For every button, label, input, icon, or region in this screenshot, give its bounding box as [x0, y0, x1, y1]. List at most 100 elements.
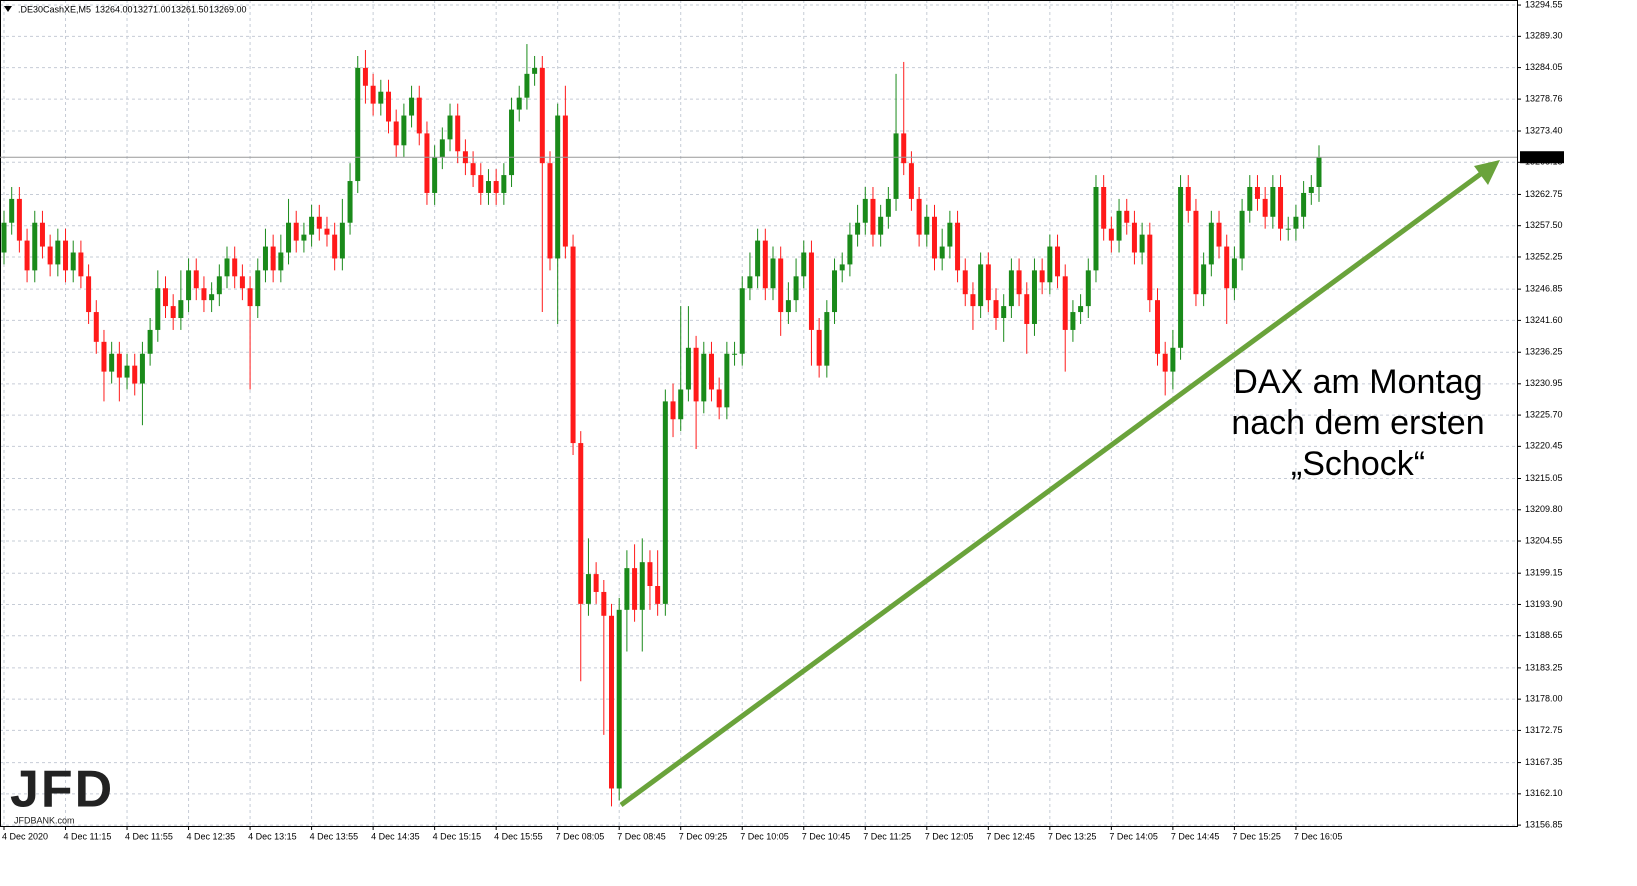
- body: [609, 615, 615, 789]
- body: [655, 586, 661, 604]
- body: [670, 401, 676, 420]
- body: [855, 222, 861, 235]
- body: [578, 443, 584, 604]
- body: [9, 198, 15, 223]
- body: [824, 312, 830, 366]
- body: [178, 300, 184, 319]
- ohlc-label: 13269.00: [209, 4, 247, 14]
- body: [78, 252, 84, 277]
- body: [1139, 234, 1145, 253]
- body: [224, 258, 230, 277]
- x-tick-label: 4 Dec 13:15: [248, 831, 297, 841]
- annotation: „Schock“: [1291, 445, 1425, 483]
- body: [1201, 264, 1207, 295]
- body: [978, 264, 984, 307]
- body: [1185, 186, 1191, 211]
- arrow-head: [1474, 160, 1500, 185]
- body: [55, 240, 61, 265]
- body: [662, 401, 668, 604]
- y-tick-label: 13162.10: [1525, 788, 1563, 798]
- body: [86, 276, 92, 313]
- body: [1301, 192, 1307, 217]
- ohlc-label: 13271.00: [133, 4, 171, 14]
- body: [793, 276, 799, 301]
- body: [1031, 270, 1037, 324]
- x-tick-label: 4 Dec 15:15: [433, 831, 482, 841]
- body: [286, 222, 292, 253]
- body: [116, 353, 122, 378]
- body: [209, 294, 215, 301]
- body: [732, 353, 738, 355]
- y-tick-label: 13246.85: [1525, 284, 1563, 294]
- body: [1131, 222, 1137, 253]
- body: [755, 240, 761, 277]
- body: [347, 181, 353, 223]
- y-tick-label: 13236.25: [1525, 347, 1563, 357]
- body: [186, 270, 192, 301]
- x-tick-label: 7 Dec 13:25: [1048, 831, 1097, 841]
- body: [132, 365, 138, 384]
- body: [1108, 228, 1114, 241]
- body: [647, 562, 653, 587]
- x-tick-label: 7 Dec 08:05: [556, 831, 605, 841]
- y-tick-label: 13178.00: [1525, 694, 1563, 704]
- body: [908, 163, 914, 199]
- y-tick-label: 13241.60: [1525, 315, 1563, 325]
- body: [839, 264, 845, 271]
- body: [1247, 186, 1253, 211]
- body: [708, 353, 714, 390]
- body: [1254, 186, 1260, 199]
- body: [32, 222, 38, 271]
- x-tick-label: 7 Dec 15:25: [1232, 831, 1281, 841]
- y-tick-label: 13262.75: [1525, 189, 1563, 199]
- y-tick-label: 13193.90: [1525, 599, 1563, 609]
- body: [201, 288, 207, 301]
- body: [255, 270, 261, 307]
- y-tick-label: 13294.55: [1525, 0, 1563, 9]
- body: [962, 270, 968, 295]
- body: [1170, 347, 1176, 372]
- body: [516, 97, 522, 110]
- body: [109, 353, 115, 372]
- body: [539, 67, 545, 164]
- x-tick-label: 7 Dec 12:45: [986, 831, 1035, 841]
- y-tick-label: 13172.75: [1525, 725, 1563, 735]
- x-tick-label: 7 Dec 08:45: [617, 831, 666, 841]
- y-tick-label: 13215.05: [1525, 473, 1563, 483]
- body: [424, 133, 430, 193]
- body: [301, 234, 307, 241]
- x-tick-label: 4 Dec 14:35: [371, 831, 420, 841]
- body: [778, 258, 784, 313]
- y-tick-label: 13199.15: [1525, 568, 1563, 578]
- x-tick-label: 7 Dec 11:25: [863, 831, 911, 841]
- body: [509, 109, 515, 176]
- x-tick-label: 4 Dec 13:55: [310, 831, 359, 841]
- body: [439, 139, 445, 158]
- body: [155, 288, 161, 330]
- body: [808, 252, 814, 330]
- body: [1124, 210, 1130, 223]
- y-tick-label: 13284.05: [1525, 62, 1563, 72]
- body: [470, 163, 476, 176]
- body: [39, 222, 45, 247]
- body: [931, 216, 937, 259]
- body: [270, 246, 276, 271]
- body: [970, 294, 976, 307]
- body: [1062, 276, 1068, 330]
- body: [447, 115, 453, 140]
- body: [832, 270, 838, 313]
- body: [639, 562, 645, 610]
- body: [409, 97, 415, 116]
- body: [16, 198, 22, 241]
- body: [993, 300, 999, 319]
- body: [1316, 157, 1322, 187]
- body: [216, 276, 222, 295]
- body: [693, 347, 699, 402]
- body: [847, 234, 853, 265]
- body: [862, 198, 868, 223]
- grid: 13294.55 13289.30 13284.05 13278.76 13273.40…: [0, 0, 1563, 841]
- y-tick-label: 13183.25: [1525, 662, 1563, 672]
- body: [1293, 216, 1299, 229]
